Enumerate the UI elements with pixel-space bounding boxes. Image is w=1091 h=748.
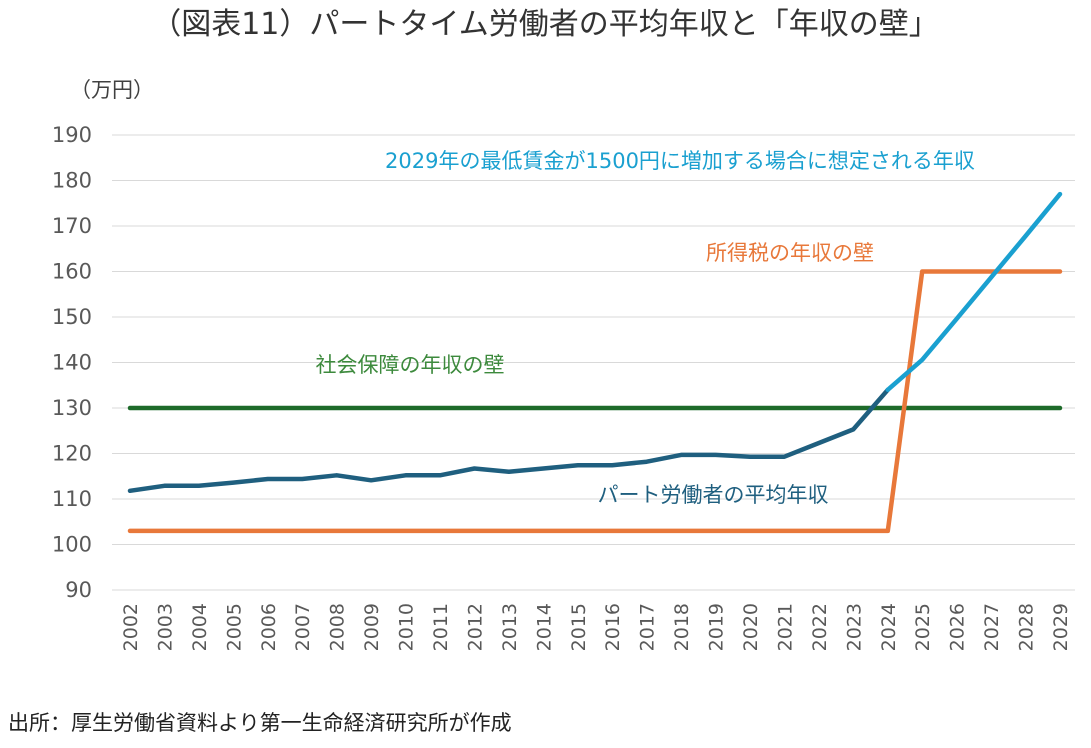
chart-title: （図表11）パートタイム労働者の平均年収と「年収の壁」 [151,7,939,42]
x-tick-label: 2027 [981,603,1003,651]
y-tick-label: 90 [65,578,92,602]
y-tick-label: 110 [52,487,92,511]
x-tick-label: 2024 [878,603,900,651]
x-tick-label: 2019 [706,603,728,651]
y-tick-label: 120 [52,442,92,466]
y-tick-label: 140 [52,351,92,375]
x-tick-label: 2016 [602,603,624,651]
source-note: 出所：厚生労働省資料より第一生命経済研究所が作成 [8,711,512,735]
series-line-0 [127,387,891,494]
y-tick-label: 190 [52,123,92,147]
y-axis-unit-label: （万円） [70,78,154,102]
x-tick-label: 2010 [396,603,418,651]
series-line-1 [885,191,1063,393]
x-tick-label: 2021 [774,603,796,651]
x-tick-label: 2009 [361,603,383,651]
y-tick-label: 180 [52,169,92,193]
y-tick-label: 130 [52,396,92,420]
x-tick-label: 2014 [533,603,555,651]
x-tick-label: 2018 [671,603,693,651]
y-tick-label: 100 [52,533,92,557]
annotation-min-wage-1500-income: 2029年の最低賃金が1500円に増加する場合に想定される年収 [385,149,975,173]
x-tick-label: 2015 [568,603,590,651]
y-tick-label: 170 [52,214,92,238]
x-axis-ticks: 2002 2003 2004 2005 2006 2007 2008 2009 2010 2011… [120,603,1072,651]
gridlines [112,134,1075,591]
x-tick-label: 2012 [464,603,486,651]
x-tick-label: 2023 [843,603,865,651]
series-annotations: 2029年の最低賃金が1500円に増加する場合に想定される年収 所得税の年収の壁… [316,149,975,507]
annotation-income-tax-wall: 所得税の年収の壁 [706,241,874,265]
x-tick-label: 2026 [947,603,969,651]
y-tick-label: 160 [52,260,92,284]
x-tick-label: 2025 [912,603,934,651]
x-tick-label: 2008 [327,603,349,651]
x-tick-label: 2003 [154,603,176,651]
annotation-part-time-average-income: パート労働者の平均年収 [598,483,829,507]
x-tick-label: 2007 [292,603,314,651]
x-tick-label: 2017 [637,603,659,651]
x-tick-label: 2002 [120,603,142,651]
y-tick-label: 150 [52,305,92,329]
y-axis-ticks: 90 100 110 120 130 140 150 160 170 180 190 [52,123,92,602]
x-tick-label: 2013 [499,603,521,651]
annotation-social-insurance-wall: 社会保障の年収の壁 [316,353,505,377]
x-tick-label: 2011 [430,603,452,651]
x-tick-label: 2028 [1016,603,1038,651]
series-lines [127,191,1063,534]
x-tick-label: 2005 [223,603,245,651]
x-tick-label: 2020 [740,603,762,651]
series-line-2 [127,269,1063,534]
x-tick-label: 2022 [809,603,831,651]
x-tick-label: 2004 [189,603,211,651]
x-tick-label: 2029 [1050,603,1072,651]
x-tick-label: 2006 [258,603,280,651]
